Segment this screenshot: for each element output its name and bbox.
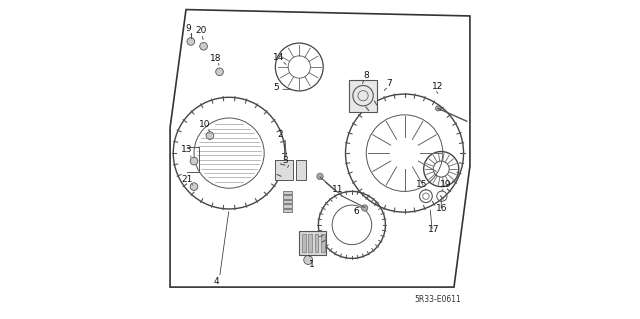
Text: 5: 5	[273, 83, 279, 92]
FancyBboxPatch shape	[283, 209, 292, 212]
Text: 17: 17	[428, 225, 439, 234]
Circle shape	[435, 106, 440, 111]
Text: 15: 15	[417, 180, 428, 189]
Text: 3: 3	[283, 156, 289, 165]
Text: 16: 16	[436, 204, 447, 213]
Text: 18: 18	[211, 54, 221, 63]
Circle shape	[206, 132, 214, 139]
FancyBboxPatch shape	[300, 231, 326, 255]
Circle shape	[190, 183, 198, 190]
Text: 12: 12	[432, 82, 443, 91]
FancyBboxPatch shape	[321, 234, 324, 252]
Text: 21: 21	[181, 175, 193, 184]
FancyBboxPatch shape	[296, 160, 306, 180]
FancyBboxPatch shape	[275, 160, 293, 180]
FancyBboxPatch shape	[283, 195, 292, 199]
Circle shape	[187, 38, 195, 45]
Text: 2: 2	[278, 130, 284, 139]
FancyBboxPatch shape	[349, 80, 378, 112]
Text: 20: 20	[195, 26, 206, 35]
Circle shape	[200, 42, 207, 50]
FancyBboxPatch shape	[283, 191, 292, 194]
Circle shape	[216, 68, 223, 76]
FancyBboxPatch shape	[283, 200, 292, 203]
Text: 14: 14	[273, 53, 284, 62]
Text: 4: 4	[214, 277, 219, 286]
Text: 8: 8	[364, 71, 369, 80]
Circle shape	[317, 173, 323, 180]
Text: 9: 9	[185, 24, 191, 33]
Text: 19: 19	[440, 180, 451, 189]
FancyBboxPatch shape	[308, 234, 312, 252]
Text: 5R33-E0611: 5R33-E0611	[415, 295, 461, 304]
Text: 10: 10	[200, 120, 211, 129]
FancyBboxPatch shape	[315, 234, 319, 252]
Text: 1: 1	[309, 260, 315, 269]
Text: 7: 7	[387, 79, 392, 88]
Text: 13: 13	[181, 145, 193, 154]
FancyBboxPatch shape	[283, 204, 292, 208]
FancyBboxPatch shape	[302, 234, 306, 252]
Circle shape	[304, 256, 313, 264]
Circle shape	[362, 205, 368, 211]
Text: 11: 11	[332, 185, 344, 194]
Circle shape	[190, 157, 198, 165]
Text: 6: 6	[353, 207, 359, 216]
